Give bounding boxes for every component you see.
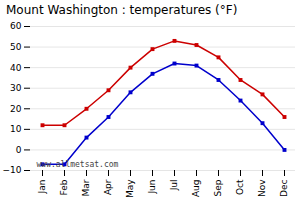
svg-text:50: 50 xyxy=(10,42,22,52)
svg-text:Nov: Nov xyxy=(257,179,267,197)
svg-text:30: 30 xyxy=(10,83,22,93)
svg-text:Jan: Jan xyxy=(37,180,47,195)
svg-text:www.allmetsat.com: www.allmetsat.com xyxy=(37,160,119,169)
svg-text:Oct: Oct xyxy=(235,179,245,195)
html-text:Mount Washington : temperature: Mount Washington : temperatures (°F) xyxy=(6,3,238,17)
svg-text:Jul: Jul xyxy=(169,180,179,192)
svg-text:20: 20 xyxy=(10,104,22,114)
svg-text:Apr: Apr xyxy=(103,179,113,195)
svg-text:Dec: Dec xyxy=(279,179,289,196)
svg-text:40: 40 xyxy=(10,63,22,73)
svg-text:10: 10 xyxy=(10,124,22,134)
svg-text:Mar: Mar xyxy=(81,179,91,196)
svg-text:Aug: Aug xyxy=(191,180,201,198)
svg-text:Jun: Jun xyxy=(147,180,157,195)
svg-text:May: May xyxy=(125,179,135,198)
svg-text:−10: −10 xyxy=(3,165,22,175)
svg-text:0: 0 xyxy=(16,145,22,155)
svg-text:Feb: Feb xyxy=(59,179,69,195)
svg-text:Sep: Sep xyxy=(213,179,223,196)
svg-text:60: 60 xyxy=(10,21,22,31)
